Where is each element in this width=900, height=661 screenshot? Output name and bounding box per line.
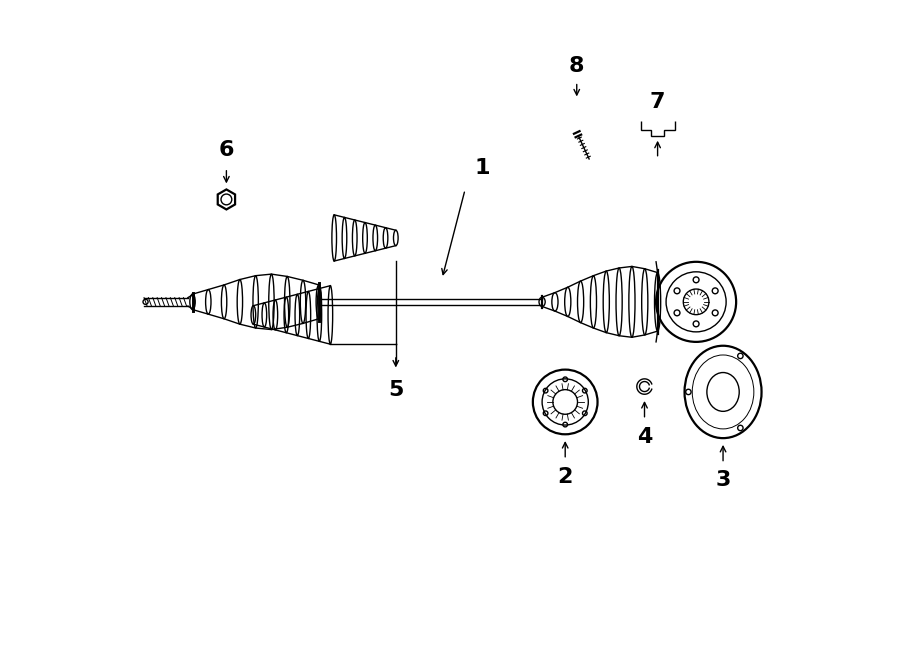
Text: 1: 1 — [474, 158, 490, 178]
Text: 3: 3 — [716, 471, 731, 490]
Text: 2: 2 — [557, 467, 573, 486]
Text: 6: 6 — [219, 140, 234, 160]
Text: 7: 7 — [650, 93, 665, 112]
Text: 5: 5 — [388, 380, 403, 401]
Text: 8: 8 — [569, 56, 584, 76]
Text: 4: 4 — [637, 426, 652, 447]
